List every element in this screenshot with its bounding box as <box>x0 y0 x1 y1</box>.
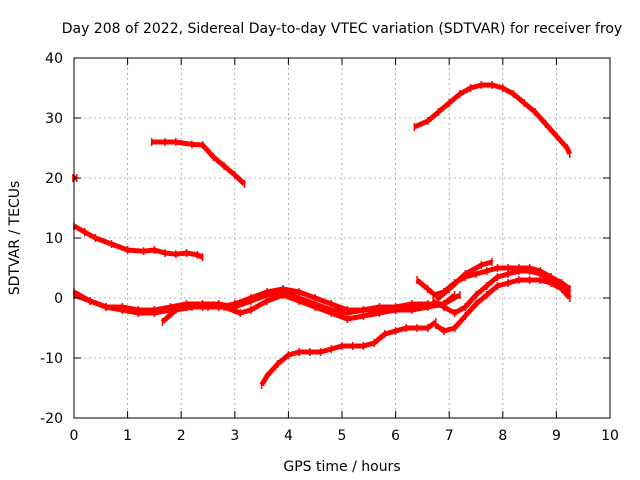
x-tick-label: 8 <box>498 428 507 444</box>
series-arc-7 <box>259 320 438 387</box>
y-tick-label: -20 <box>40 411 63 427</box>
x-tick-label: 3 <box>230 428 239 444</box>
y-tick-label: 0 <box>54 291 63 307</box>
x-tick-label: 6 <box>391 428 400 444</box>
grid <box>74 58 610 418</box>
y-tick-label: 30 <box>45 111 63 127</box>
x-tick-label: 7 <box>445 428 454 444</box>
y-tick-label: 20 <box>45 171 63 187</box>
series-arc-8 <box>434 277 572 334</box>
axis-ticks: 0 1 2 3 4 5 6 7 8 9 10 -20 -10 0 10 20 30 40 <box>40 51 619 444</box>
x-tick-label: 0 <box>70 428 79 444</box>
series-arc-6 <box>160 292 439 324</box>
x-tick-label: 1 <box>123 428 132 444</box>
chart-title: Day 208 of 2022, Sidereal Day-to-day VTE… <box>62 21 622 37</box>
series-arc-12 <box>413 82 573 156</box>
x-axis-label: GPS time / hours <box>283 459 400 475</box>
x-tick-label: 10 <box>601 428 619 444</box>
x-tick-label: 9 <box>552 428 561 444</box>
data-series <box>72 81 573 389</box>
series-arc-3 <box>72 223 204 260</box>
y-tick-label: 10 <box>45 231 63 247</box>
y-axis-label: SDTVAR / TECUs <box>7 181 23 296</box>
y-tick-label: -10 <box>40 351 63 367</box>
series-arc-9 <box>431 268 572 316</box>
plot-frame <box>73 57 611 419</box>
y-tick-label: 40 <box>45 51 63 67</box>
x-tick-label: 4 <box>284 428 293 444</box>
x-tick-label: 5 <box>338 428 347 444</box>
x-tick-label: 2 <box>177 428 186 444</box>
